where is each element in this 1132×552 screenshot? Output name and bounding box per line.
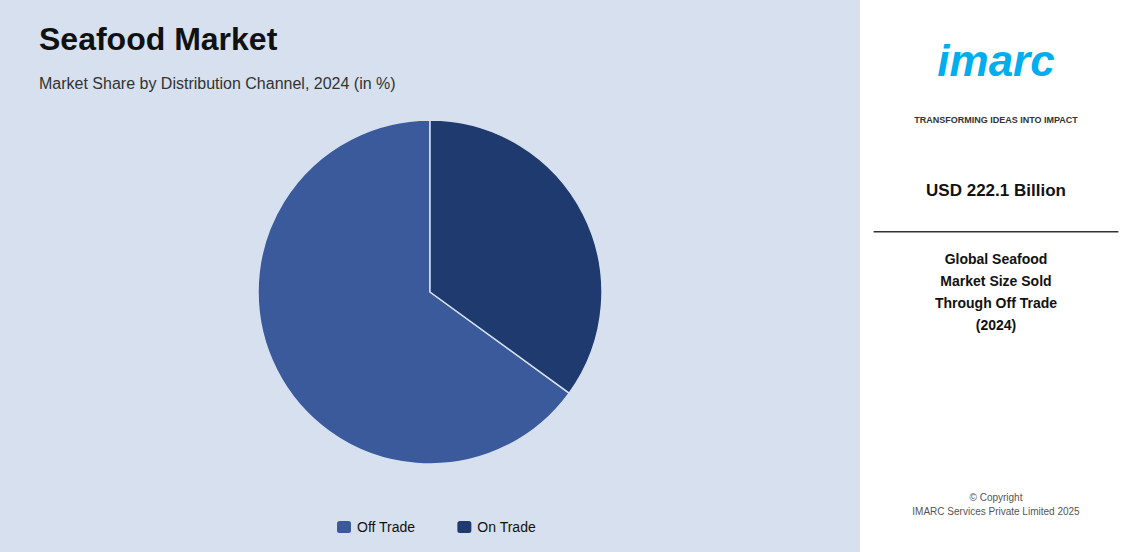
svg-text:IMARC Services Private Limited: IMARC Services Private Limited 2025 (912, 506, 1080, 517)
svg-text:Off Trade: Off Trade (357, 519, 415, 535)
svg-text:Market Size Sold: Market Size Sold (940, 273, 1051, 289)
svg-text:imarc: imarc (937, 36, 1054, 85)
svg-text:USD 222.1 Billion: USD 222.1 Billion (926, 181, 1066, 200)
svg-text:Market Share by Distribution C: Market Share by Distribution Channel, 20… (39, 75, 396, 92)
svg-text:Seafood Market: Seafood Market (39, 21, 278, 57)
svg-text:© Copyright: © Copyright (970, 492, 1023, 503)
svg-text:Global Seafood: Global Seafood (945, 251, 1048, 267)
svg-text:On Trade: On Trade (477, 519, 536, 535)
svg-text:TRANSFORMING IDEAS INTO IMPACT: TRANSFORMING IDEAS INTO IMPACT (914, 115, 1078, 125)
svg-text:Through Off Trade: Through Off Trade (935, 295, 1057, 311)
svg-text:(2024): (2024) (976, 317, 1016, 333)
